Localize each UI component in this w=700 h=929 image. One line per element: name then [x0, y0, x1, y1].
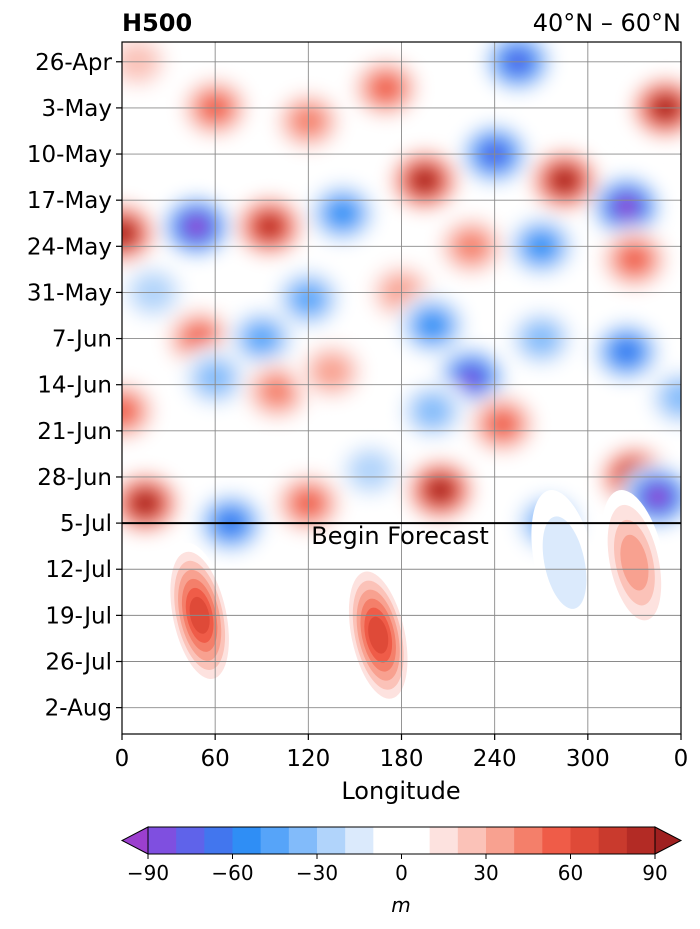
anomaly-center-8: [526, 146, 603, 215]
y-axis: 26-Apr 3-May 10-May 17-May 24-May 31-May 7-Jun…: [27, 50, 122, 722]
colorbar-extend-low: [120, 826, 149, 855]
colorbar: −90 −60 −30 0 30 60 90: [120, 826, 683, 885]
x-tick-label: 240: [473, 746, 517, 772]
y-tick-label: 26-Apr: [35, 50, 112, 76]
anomaly-center-42: [345, 562, 412, 708]
anomaly-center-43: [438, 575, 505, 721]
anomaly-center-31: [464, 390, 541, 459]
colorbar-tick-label: 30: [473, 861, 498, 885]
colorbar-segment: [288, 827, 318, 854]
colorbar-segment: [570, 827, 600, 854]
anomaly-center-30: [394, 377, 471, 446]
colorbar-segment: [176, 827, 205, 854]
anomaly-center-32: [643, 363, 681, 432]
x-tick-label: 300: [566, 746, 610, 772]
chart-title-right: 40°N – 60°N: [533, 9, 681, 37]
anomaly-center-29: [293, 337, 370, 406]
x-axis-label: Longitude: [341, 777, 460, 805]
anomaly-center-45: [531, 489, 598, 636]
y-tick-label: 21-Jun: [37, 419, 112, 445]
forecast-annotation: Begin Forecast: [311, 522, 489, 550]
colorbar-tick-label: 90: [642, 861, 667, 885]
anomaly-center-19: [596, 225, 673, 294]
colorbar-segment: [345, 827, 374, 854]
y-tick-label: 12-Jul: [45, 557, 112, 583]
anomaly-center-0: [479, 42, 556, 96]
x-tick-label: 0: [115, 746, 130, 772]
colorbar-label: m: [391, 893, 410, 917]
anomaly-center-7: [386, 146, 463, 215]
y-tick-label: 3-May: [42, 96, 112, 122]
colorbar-tick-label: 60: [558, 861, 583, 885]
anomaly-center-13: [588, 172, 665, 241]
anomaly-center-5: [347, 54, 424, 123]
colorbar-segment: [260, 827, 290, 854]
y-tick-label: 28-Jun: [37, 465, 112, 491]
x-tick-label: 180: [380, 746, 424, 772]
anomaly-center-34: [402, 456, 479, 525]
colorbar-segment: [514, 827, 543, 854]
anomaly-center-47: [523, 602, 590, 734]
x-tick-label: 0: [674, 746, 689, 772]
colorbar-segment: [457, 827, 487, 854]
colorbar-segment: [542, 827, 571, 854]
y-tick-label: 5-Jul: [60, 511, 112, 537]
y-tick-label: 19-Jul: [45, 603, 112, 629]
colorbar-segment: [148, 827, 177, 854]
x-tick-label: 60: [201, 746, 230, 772]
colorbar-segment: [204, 827, 233, 854]
colorbar-segment: [626, 827, 656, 854]
anomaly-center-26: [122, 377, 160, 446]
y-tick-label: 14-Jun: [37, 373, 112, 399]
colorbar-segment: [232, 827, 262, 854]
anomaly-center-44: [601, 489, 668, 636]
anomaly-center-24: [588, 317, 665, 386]
colorbar-tick-label: 0: [395, 861, 408, 885]
y-tick-label: 31-May: [27, 280, 112, 306]
y-tick-label: 17-May: [27, 188, 112, 214]
colorbar-tick-label: −90: [127, 861, 169, 885]
x-axis: 0 60 120 180 240 300 0: [115, 734, 689, 772]
anomaly-center-1: [122, 42, 176, 96]
anomaly-center-10: [158, 192, 235, 261]
anomaly-center-40: [332, 436, 409, 505]
anomaly-center-11: [231, 192, 308, 261]
colorbar-tick-label: −60: [211, 861, 253, 885]
colorbar-segment: [401, 827, 431, 854]
y-tick-label: 7-Jun: [52, 327, 112, 353]
anomaly-center-22: [394, 291, 471, 360]
anomaly-center-12: [304, 179, 381, 248]
colorbar-segment: [373, 827, 402, 854]
colorbar-segment: [598, 827, 628, 854]
colorbar-segment: [429, 827, 459, 854]
anomaly-center-33: [122, 469, 184, 538]
colorbar-segment: [317, 827, 346, 854]
chart-title-left: H500: [122, 9, 192, 37]
y-tick-label: 2-Aug: [45, 696, 112, 722]
y-tick-label: 26-Jul: [45, 650, 112, 676]
y-tick-label: 10-May: [27, 142, 112, 168]
colorbar-extend-high: [654, 826, 683, 855]
y-tick-label: 24-May: [27, 234, 112, 260]
x-tick-label: 120: [286, 746, 330, 772]
colorbar-tick-label: −30: [296, 861, 338, 885]
colorbar-segment: [486, 827, 515, 854]
